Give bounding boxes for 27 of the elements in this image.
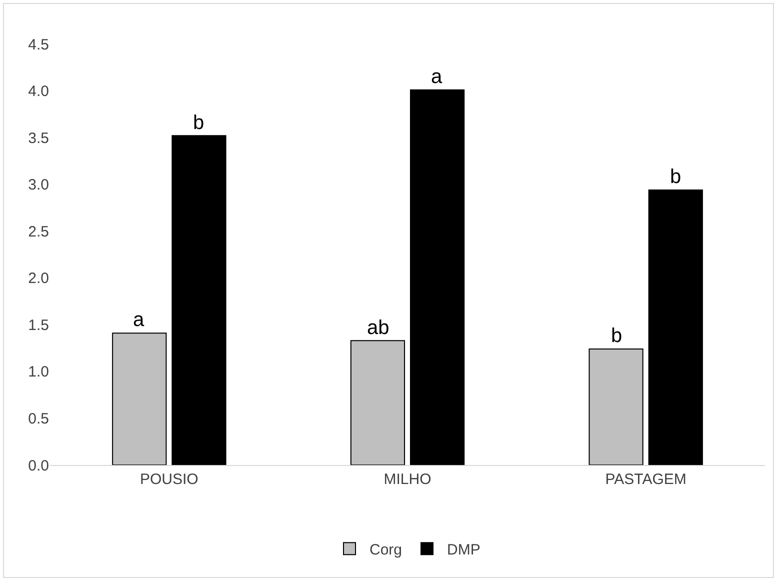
bar [350, 340, 406, 465]
y-tick-label: 0.5 [28, 410, 49, 428]
legend-label: DMP [447, 541, 480, 558]
bar [588, 348, 644, 465]
y-tick-label: 4.5 [28, 36, 49, 54]
annotation: b [670, 166, 682, 188]
x-tick-label: POUSIO [140, 471, 198, 488]
bar [112, 332, 167, 465]
y-tick-label: 1.5 [28, 316, 49, 334]
legend-label: Corg [370, 541, 402, 558]
y-tick-label: 4.0 [28, 83, 49, 100]
bar [648, 189, 703, 465]
x-tick-label: PASTAGEM [605, 471, 686, 488]
y-tick-label: 3.5 [28, 130, 49, 147]
annotation: ab [367, 317, 390, 339]
y-tick-label: 1.0 [28, 364, 49, 381]
annotation: a [431, 66, 443, 88]
y-tick-label: 2.0 [28, 270, 49, 288]
annotation: b [611, 325, 622, 347]
y-tick-label: 0.0 [28, 457, 49, 474]
bar [172, 135, 226, 465]
x-tick-label: MILHO [384, 471, 432, 488]
annotation: a [133, 309, 145, 331]
annotation: b [193, 112, 204, 134]
y-tick-label: 3.0 [28, 176, 49, 194]
y-tick-label: 2.5 [28, 223, 49, 240]
bar [410, 89, 465, 465]
